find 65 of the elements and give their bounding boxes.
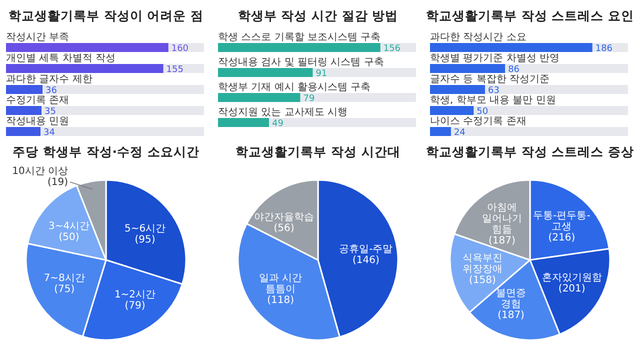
data-label: 156 (383, 44, 401, 54)
y-tick-label: 과다한 작성시간 소요 (430, 32, 526, 43)
y-tick-label: 학생 스스로 기록할 보조시스템 구축 (218, 32, 381, 43)
bar (6, 85, 43, 94)
data-label: (187) (488, 236, 516, 247)
chart-title: 학교생활기록부 작성 스트레스 증상 (426, 144, 634, 159)
data-label: 36 (46, 86, 58, 96)
y-tick-label: 작성내용 검사 및 필터링 시스템 구축 (218, 57, 384, 68)
data-label: (56) (274, 222, 294, 234)
y-tick-label: 학생, 학부모 내용 불만 민원 (430, 95, 556, 106)
data-label: (201) (558, 283, 586, 294)
chart-title: 학교생활기록부 작성 시간대 (236, 144, 400, 159)
data-label: (79) (124, 300, 146, 312)
bar (6, 127, 40, 136)
data-label: 155 (166, 65, 184, 75)
slice-label: 3~4시간 (48, 221, 90, 232)
data-label: (118) (267, 294, 294, 306)
data-label: (50) (58, 232, 80, 244)
data-label: 86 (508, 65, 520, 75)
chart-title: 학교생활기록부 작성 스트레스 요인 (426, 8, 634, 23)
data-label: (187) (498, 310, 525, 322)
chart-title: 주당 학생부 작성·수정 소요시간 (12, 144, 200, 159)
y-tick-label: 학생부 기재 예시 활용시스템 구축 (218, 82, 371, 93)
data-label: 50 (476, 107, 488, 117)
y-tick-label: 수정기록 존재 (6, 95, 70, 106)
slice-label: 5~6시간 (124, 224, 166, 235)
bar (430, 106, 474, 115)
data-label: 35 (44, 107, 56, 117)
data-label: 160 (171, 44, 189, 54)
data-label: (158) (469, 274, 496, 286)
data-label: 63 (488, 86, 500, 96)
y-tick-label: 과다한 글자수 제한 (6, 74, 92, 85)
slice-label: 7~8시간 (44, 272, 85, 284)
slice-label: 두통-편두통-고생 (533, 210, 591, 233)
bar (6, 106, 42, 115)
y-tick-label: 작성지원 있는 교사제도 시행 (218, 107, 348, 118)
chart-title: 학생부 작성 시간 절감 방법 (238, 8, 398, 23)
data-label: 91 (316, 69, 328, 79)
y-tick-label: 작성내용 민원 (6, 116, 70, 127)
data-label: (75) (54, 284, 75, 295)
data-label: 24 (454, 128, 466, 138)
data-label: 34 (44, 128, 56, 138)
slice-label: 야간자율학습 (254, 212, 314, 223)
chart-title: 학교생활기록부 작성이 어려운 점 (8, 8, 204, 23)
data-label: 79 (303, 94, 315, 104)
y-tick-label: 개인별 세특 차별적 작성 (6, 53, 116, 64)
slice-label: 식욕부진 위장장애 (462, 252, 502, 275)
slice-label: 불면증 경험 (496, 288, 526, 310)
data-label: (19) (47, 177, 68, 188)
y-tick-label: 글자수 등 복잡한 작성기준 (430, 74, 550, 85)
data-label: (95) (134, 234, 156, 246)
data-label: 49 (272, 119, 284, 129)
bar (430, 127, 451, 136)
slice-label: 1~2시간 (114, 290, 156, 301)
y-tick-label: 학생별 평가기준 차별성 반영 (430, 53, 560, 64)
slice-label: 혼자있기원함 (542, 272, 602, 284)
slice-label: 10시간 이상 (12, 166, 68, 177)
data-label: (216) (548, 232, 576, 244)
y-tick-label: 작성시간 부족 (6, 32, 70, 43)
data-label: (146) (352, 254, 380, 266)
slice-label: 일과 시간 틈틈이 (259, 272, 302, 295)
slice-label: 아침에 일어나기 힘듦 (482, 202, 522, 236)
slice-label: 공휴일-주말 (339, 244, 393, 255)
data-label: 186 (595, 44, 613, 54)
y-tick-label: 나이스 수정기록 존재 (430, 116, 526, 127)
